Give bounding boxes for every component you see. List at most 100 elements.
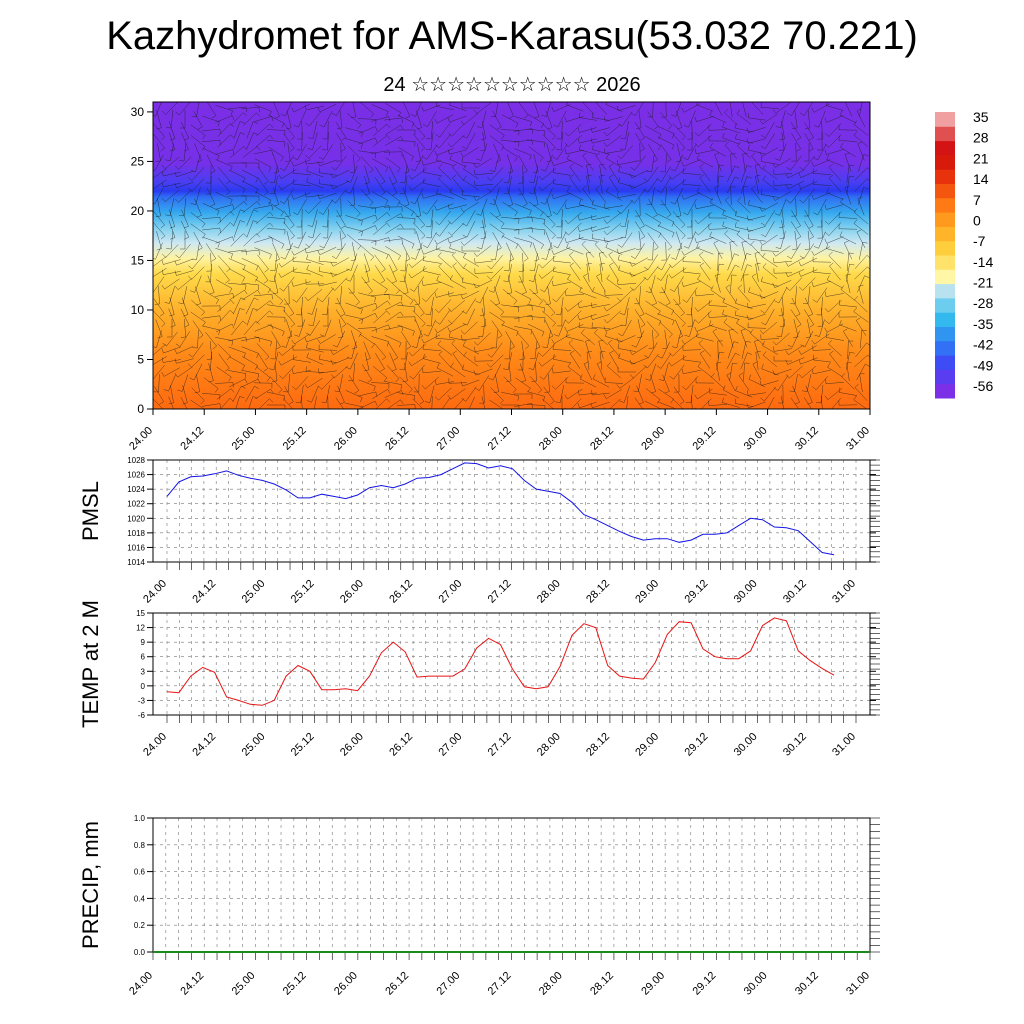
cs-y-tick-label: 10 <box>131 303 145 317</box>
cs-x-tick-label: 28.00 <box>537 425 565 453</box>
y-tick-label: 0.4 <box>134 894 146 903</box>
y-tick-label: 6 <box>141 653 146 662</box>
x-tick-label: 25.00 <box>230 970 258 998</box>
cs-y-tick-label: 20 <box>131 204 145 218</box>
y-tick-label: 0.0 <box>134 948 146 957</box>
colorbar-label: -14 <box>973 254 993 270</box>
cs-x-tick-label: 30.00 <box>742 425 770 453</box>
colorbar: 35 28 21 14 7 0 -7 -14 -21 -28 -35 -42 -49 -56 <box>935 109 993 399</box>
temp-panel: 15 12 9 6 3 0 -3 -6 24.00 24.12 25.00 25.12 26.00 26.… <box>78 600 880 759</box>
cs-y-tick-label: 30 <box>131 105 145 119</box>
colorbar-swatch <box>935 140 955 156</box>
x-tick-label: 31.00 <box>844 970 872 998</box>
cs-x-tick-label: 28.12 <box>588 425 616 453</box>
temp-series-line <box>166 617 835 706</box>
colorbar-swatch <box>935 369 955 385</box>
colorbar-swatch <box>935 255 955 270</box>
colorbar-swatch <box>935 212 955 227</box>
colorbar-swatch <box>935 312 955 327</box>
x-tick-label: 31.00 <box>830 578 858 606</box>
colorbar-label: 7 <box>973 192 981 208</box>
colorbar-swatch <box>935 240 955 256</box>
colorbar-label: -28 <box>973 295 993 311</box>
x-tick-label: 25.00 <box>240 731 268 759</box>
x-tick-label: 26.00 <box>338 578 366 606</box>
colorbar-swatch <box>935 283 955 299</box>
cs-y-tick-label: 0 <box>137 402 144 416</box>
y-tick-label: 1026 <box>127 471 145 480</box>
colorbar-label: -7 <box>973 233 986 249</box>
x-tick-label: 28.12 <box>588 970 616 998</box>
x-tick-label: 29.12 <box>683 578 711 606</box>
x-tick-label: 24.00 <box>141 578 169 606</box>
x-tick-label: 26.12 <box>387 578 415 606</box>
cs-x-tick-label: 27.00 <box>434 425 462 453</box>
x-tick-label: 24.12 <box>190 578 218 606</box>
precip-panel: 1.0 0.8 0.6 0.4 0.2 0.0 24.00 24.12 25.00 25.12 26… <box>78 814 880 998</box>
colorbar-label: 21 <box>973 150 989 166</box>
y-tick-label: 12 <box>136 624 145 633</box>
colorbar-swatch <box>935 197 955 213</box>
x-tick-label: 25.00 <box>240 578 268 606</box>
cs-x-tick-label: 29.12 <box>691 425 719 453</box>
x-tick-label: 24.12 <box>190 731 218 759</box>
x-tick-label: 31.00 <box>830 731 858 759</box>
cs-y-tick-label: 15 <box>131 253 145 267</box>
x-tick-label: 25.12 <box>281 970 309 998</box>
x-tick-label: 28.12 <box>584 578 612 606</box>
x-tick-label: 29.00 <box>639 970 667 998</box>
temperature-field <box>153 102 870 409</box>
x-tick-label: 29.12 <box>683 731 711 759</box>
colorbar-swatch <box>935 383 955 399</box>
x-tick-label: 24.00 <box>127 970 155 998</box>
colorbar-swatch <box>935 154 955 170</box>
cs-x-tick-label: 26.12 <box>383 425 411 453</box>
colorbar-swatch <box>935 169 955 184</box>
x-tick-label: 30.12 <box>793 970 821 998</box>
y-tick-label: 1028 <box>127 456 145 465</box>
cs-x-tick-label: 25.00 <box>230 425 258 453</box>
colorbar-swatch <box>935 226 955 242</box>
cs-x-tick-label: 29.00 <box>639 425 667 453</box>
y-tick-label: 0.8 <box>134 841 146 850</box>
x-tick-label: 25.12 <box>289 578 317 606</box>
x-tick-label: 27.12 <box>486 578 514 606</box>
x-tick-label: 30.00 <box>742 970 770 998</box>
x-tick-label: 27.00 <box>436 578 464 606</box>
y-tick-label: 1.0 <box>134 814 146 823</box>
colorbar-label: -21 <box>973 275 993 291</box>
colorbar-swatch <box>935 269 955 285</box>
y-tick-label: -3 <box>138 696 146 705</box>
x-tick-label: 29.12 <box>691 970 719 998</box>
colorbar-label: -49 <box>973 357 993 373</box>
y-tick-label: 0.6 <box>134 868 146 877</box>
x-tick-label: 26.00 <box>332 970 360 998</box>
cs-x-tick-label: 30.12 <box>793 425 821 453</box>
colorbar-swatch <box>935 112 955 127</box>
y-tick-label: 1018 <box>127 529 145 538</box>
x-tick-label: 24.12 <box>178 970 206 998</box>
pmsl-series-line <box>166 462 835 556</box>
colorbar-label: -35 <box>973 316 993 332</box>
colorbar-label: -56 <box>973 378 993 394</box>
x-tick-label: 29.00 <box>633 578 661 606</box>
x-tick-label: 27.00 <box>434 970 462 998</box>
cs-x-tick-label: 31.00 <box>844 425 872 453</box>
x-tick-label: 30.12 <box>781 731 809 759</box>
y-tick-label: 1024 <box>127 485 145 494</box>
y-tick-label: 15 <box>136 609 145 618</box>
x-tick-label: 30.00 <box>732 731 760 759</box>
y-tick-label: 1022 <box>127 500 145 509</box>
x-tick-label: 25.12 <box>289 731 317 759</box>
y-tick-label: 1020 <box>127 514 145 523</box>
cs-x-tick-label: 27.12 <box>486 425 514 453</box>
x-tick-label: 29.00 <box>633 731 661 759</box>
x-tick-label: 24.00 <box>141 731 169 759</box>
colorbar-swatch <box>935 340 955 356</box>
x-tick-label: 26.00 <box>338 731 366 759</box>
cs-x-tick-label: 25.12 <box>281 425 309 453</box>
x-tick-label: 28.00 <box>535 578 563 606</box>
colorbar-label: -42 <box>973 337 993 353</box>
wind-barbs <box>153 102 870 409</box>
